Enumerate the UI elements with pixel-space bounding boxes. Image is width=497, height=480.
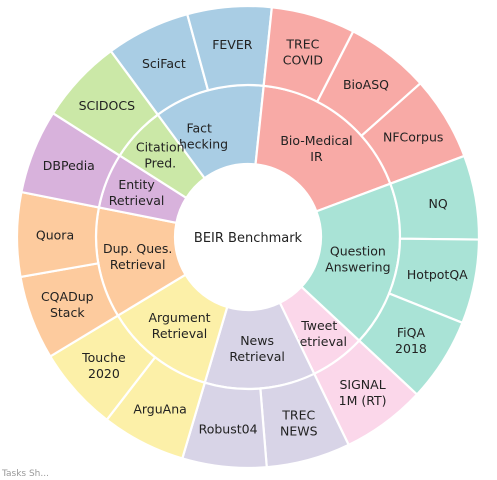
center-hub <box>175 164 321 310</box>
dataset-label-fiqa-2018: FiQA 2018 <box>395 325 427 356</box>
dataset-label-scidocs: SCIDOCS <box>79 98 136 113</box>
category-label-citation-pred: Citation Pred. <box>136 140 185 171</box>
dataset-label-nq: NQ <box>428 196 447 211</box>
dataset-label-hotpotqa: HotpotQA <box>407 267 468 282</box>
dataset-label-cqadup-stack: CQADup Stack <box>41 289 94 320</box>
dataset-sector-scidocs <box>51 49 160 158</box>
dataset-ring: ClimateFEVERSciFactFEVERTRECCOVIDBioASQN… <box>15 4 481 470</box>
dataset-label-quora: Quora <box>36 227 74 242</box>
dataset-label-arguana: ArguAna <box>133 401 186 416</box>
dataset-label-trec-news: TREC NEWS <box>280 408 318 439</box>
dataset-label-fever: FEVER <box>212 37 253 52</box>
dataset-label-trec-covid: TREC COVID <box>283 36 323 67</box>
dataset-label-bioasq: BioASQ <box>343 77 389 92</box>
category-label-tweet-retrieval: Tweet Retrieval <box>291 318 347 349</box>
dataset-label-robust04: Robust04 <box>199 421 258 436</box>
category-label-news-retrieval: News Retrieval <box>229 333 285 364</box>
dataset-label-scifact: SciFact <box>142 56 186 71</box>
category-label-question-answering: Question Answering <box>325 243 390 274</box>
dataset-label-signal-1m-rt: SIGNAL 1M (RT) <box>339 377 387 408</box>
category-label-bio-medical-ir: Bio-Medical IR <box>280 133 352 164</box>
footnote: Tasks Sh... <box>2 469 49 479</box>
dataset-label-dbpedia: DBPedia <box>43 158 95 173</box>
dataset-label-nfcorpus: NFCorpus <box>383 130 443 145</box>
category-label-argument-retrieval: Argument Retrieval <box>149 310 211 341</box>
center-label: BEIR Benchmark <box>194 231 303 246</box>
category-label-fact-checking: Fact Checking <box>170 121 228 152</box>
category-label-dup-ques-retrieval: Dup. Ques. Retrieval <box>103 241 172 272</box>
category-label-entity-retrieval: Entity Retrieval <box>109 177 165 208</box>
dataset-label-touche-2020: Touche 2020 <box>81 350 126 381</box>
